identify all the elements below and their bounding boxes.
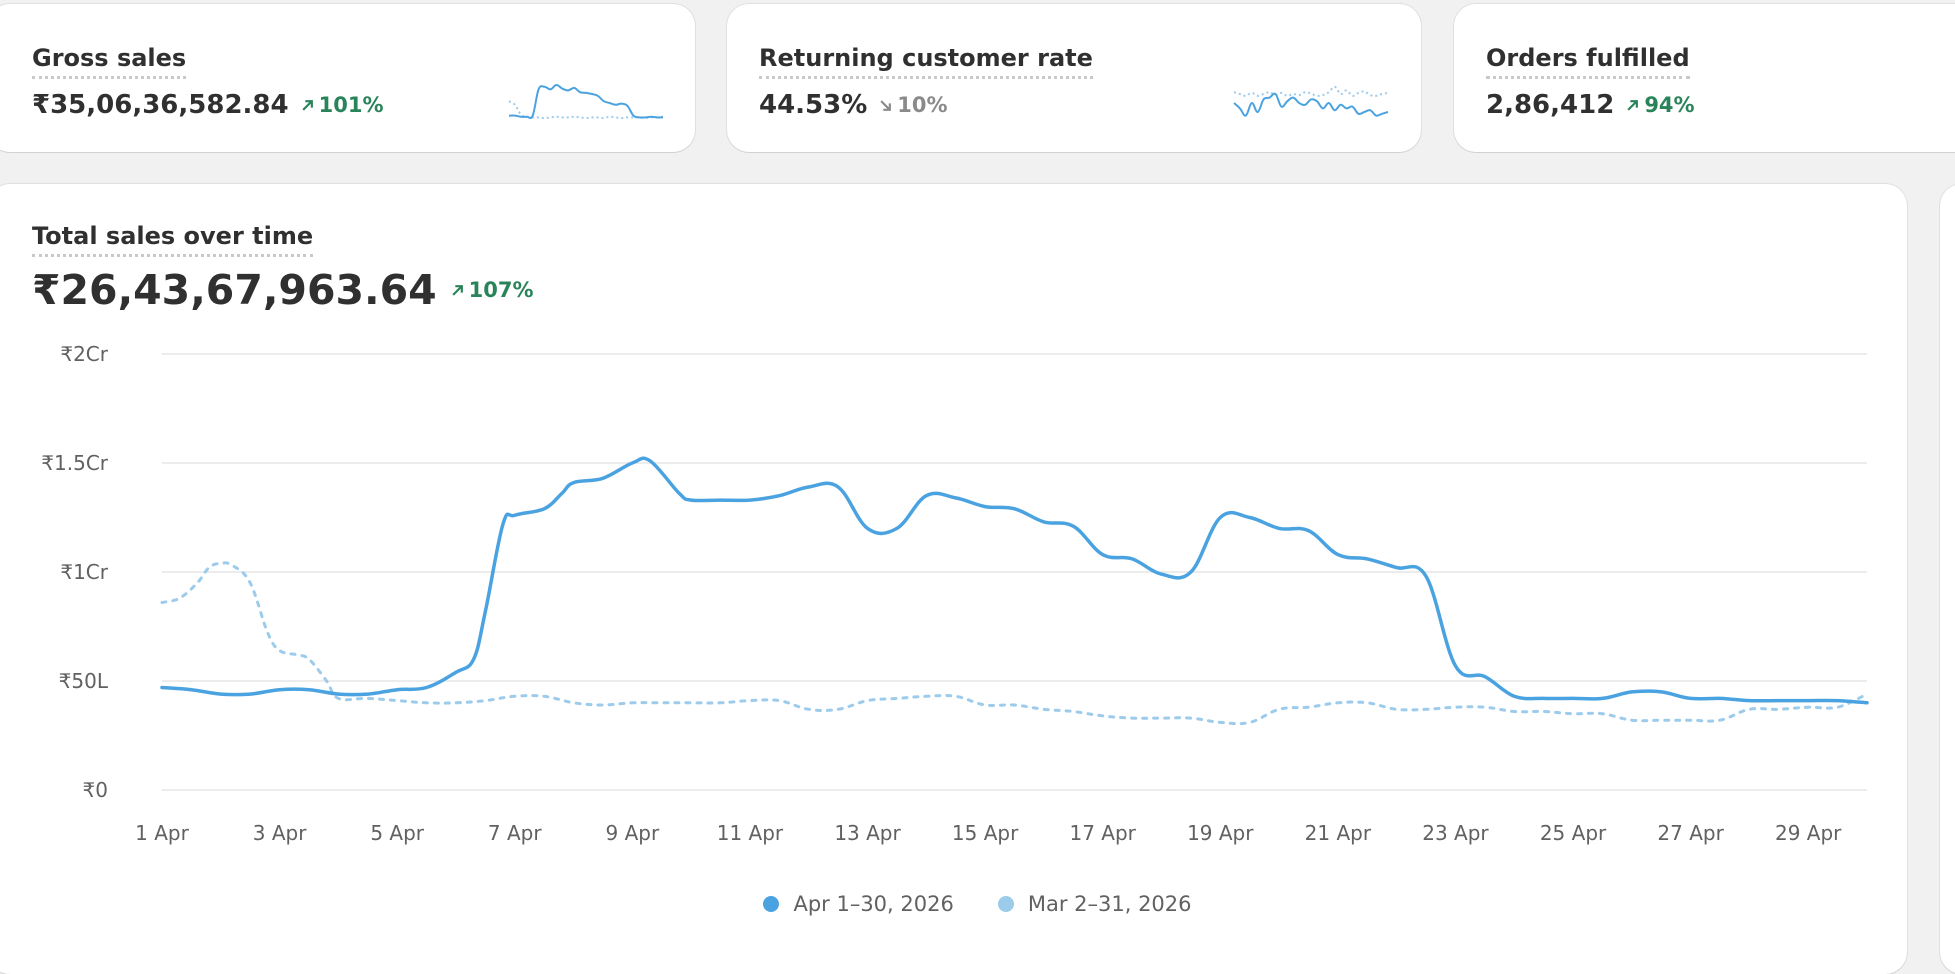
returning-customer-rate-delta-value: 10% [897,93,948,117]
legend-item-previous[interactable]: Mar 2–31, 2026 [997,892,1192,916]
gross-sales-sparkline [508,84,664,120]
arrow-down-right-icon [880,99,892,111]
x-tick-label: 13 Apr [834,821,901,845]
returning-customer-rate-card[interactable]: Returning customer rate 44.53% 10% [727,4,1421,152]
returning-customer-rate-delta: 10% [879,93,948,117]
orders-fulfilled-card[interactable]: Orders fulfilled 2,86,412 94% [1454,4,1955,152]
returning-customer-rate-sparkline [1233,85,1389,117]
total-sales-delta: 107% [451,278,534,302]
total-sales-value: ₹26,43,67,963.64 [32,266,437,314]
x-tick-label: 5 Apr [370,821,424,845]
total-sales-card [0,184,1907,974]
x-tick-label: 11 Apr [717,821,784,845]
total-sales-title[interactable]: Total sales over time [32,222,314,257]
returning-customer-rate-value-row: 44.53% 10% [759,90,948,120]
gross-sales-value: ₹35,06,36,582.84 [32,90,289,120]
legend-dot-current [763,896,780,912]
legend-label-current: Apr 1–30, 2026 [793,892,954,916]
arrow-up-right-icon [452,284,463,296]
chart-legend: Apr 1–30, 2026 Mar 2–31, 2026 [0,892,1955,916]
sparkline-previous [1233,85,1389,97]
series-line-previous[interactable] [160,561,1869,726]
gross-sales-card[interactable]: Gross sales ₹35,06,36,582.84 101% [0,4,695,152]
legend-dot-previous [997,896,1014,912]
x-tick-label: 23 Apr [1422,821,1489,845]
gross-sales-title[interactable]: Gross sales [32,44,187,79]
returning-customer-rate-title[interactable]: Returning customer rate [759,44,1093,79]
x-tick-label: 3 Apr [253,821,307,845]
total-sales-line-chart[interactable]: ₹0 ₹50L ₹1Cr ₹1.5Cr ₹2Cr 1 Apr 3 Apr 5 Apr 7 Apr… [0,0,1955,941]
x-tick-label: 1 Apr [135,821,189,845]
sparkline-current [508,84,664,120]
total-sales-value-row: ₹26,43,67,963.64 107% [32,266,534,314]
x-tick-label: 21 Apr [1305,821,1372,845]
x-tick-label: 17 Apr [1069,821,1136,845]
total-sales-delta-value: 107% [468,278,534,302]
x-tick-label: 29 Apr [1775,821,1842,845]
y-tick-label: ₹2Cr [60,342,108,366]
x-tick-label: 19 Apr [1187,821,1254,845]
orders-fulfilled-value-row: 2,86,412 94% [1486,90,1695,120]
gross-sales-delta-value: 101% [318,93,384,117]
returning-customer-rate-value: 44.53% [759,90,868,120]
y-tick-label: ₹1Cr [60,560,108,584]
gross-sales-value-row: ₹35,06,36,582.84 101% [32,90,384,120]
y-tick-label: ₹50L [59,669,109,693]
x-tick-label: 15 Apr [952,821,1019,845]
arrow-up-right-icon [302,99,313,111]
x-tick-label: 25 Apr [1540,821,1607,845]
x-tick-label: 7 Apr [488,821,542,845]
orders-fulfilled-delta: 94% [1626,93,1695,117]
x-tick-label: 27 Apr [1657,821,1724,845]
orders-fulfilled-title[interactable]: Orders fulfilled [1486,44,1690,79]
legend-item-current[interactable]: Apr 1–30, 2026 [763,892,954,916]
sparkline-current [1233,92,1389,117]
x-tick-label: 9 Apr [606,821,660,845]
y-tick-label: ₹1.5Cr [41,451,108,475]
series-line-current[interactable] [160,456,1869,705]
gross-sales-delta: 101% [301,93,384,117]
y-tick-label: ₹0 [83,778,108,802]
arrow-up-right-icon [1627,99,1639,111]
orders-fulfilled-delta-value: 94% [1644,93,1695,117]
legend-label-previous: Mar 2–31, 2026 [1027,892,1192,916]
side-card-edge [1940,184,1955,974]
orders-fulfilled-value: 2,86,412 [1486,90,1615,120]
